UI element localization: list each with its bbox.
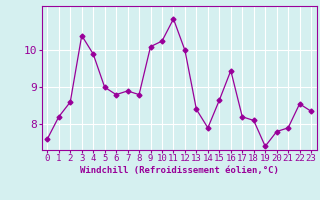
X-axis label: Windchill (Refroidissement éolien,°C): Windchill (Refroidissement éolien,°C) <box>80 166 279 175</box>
